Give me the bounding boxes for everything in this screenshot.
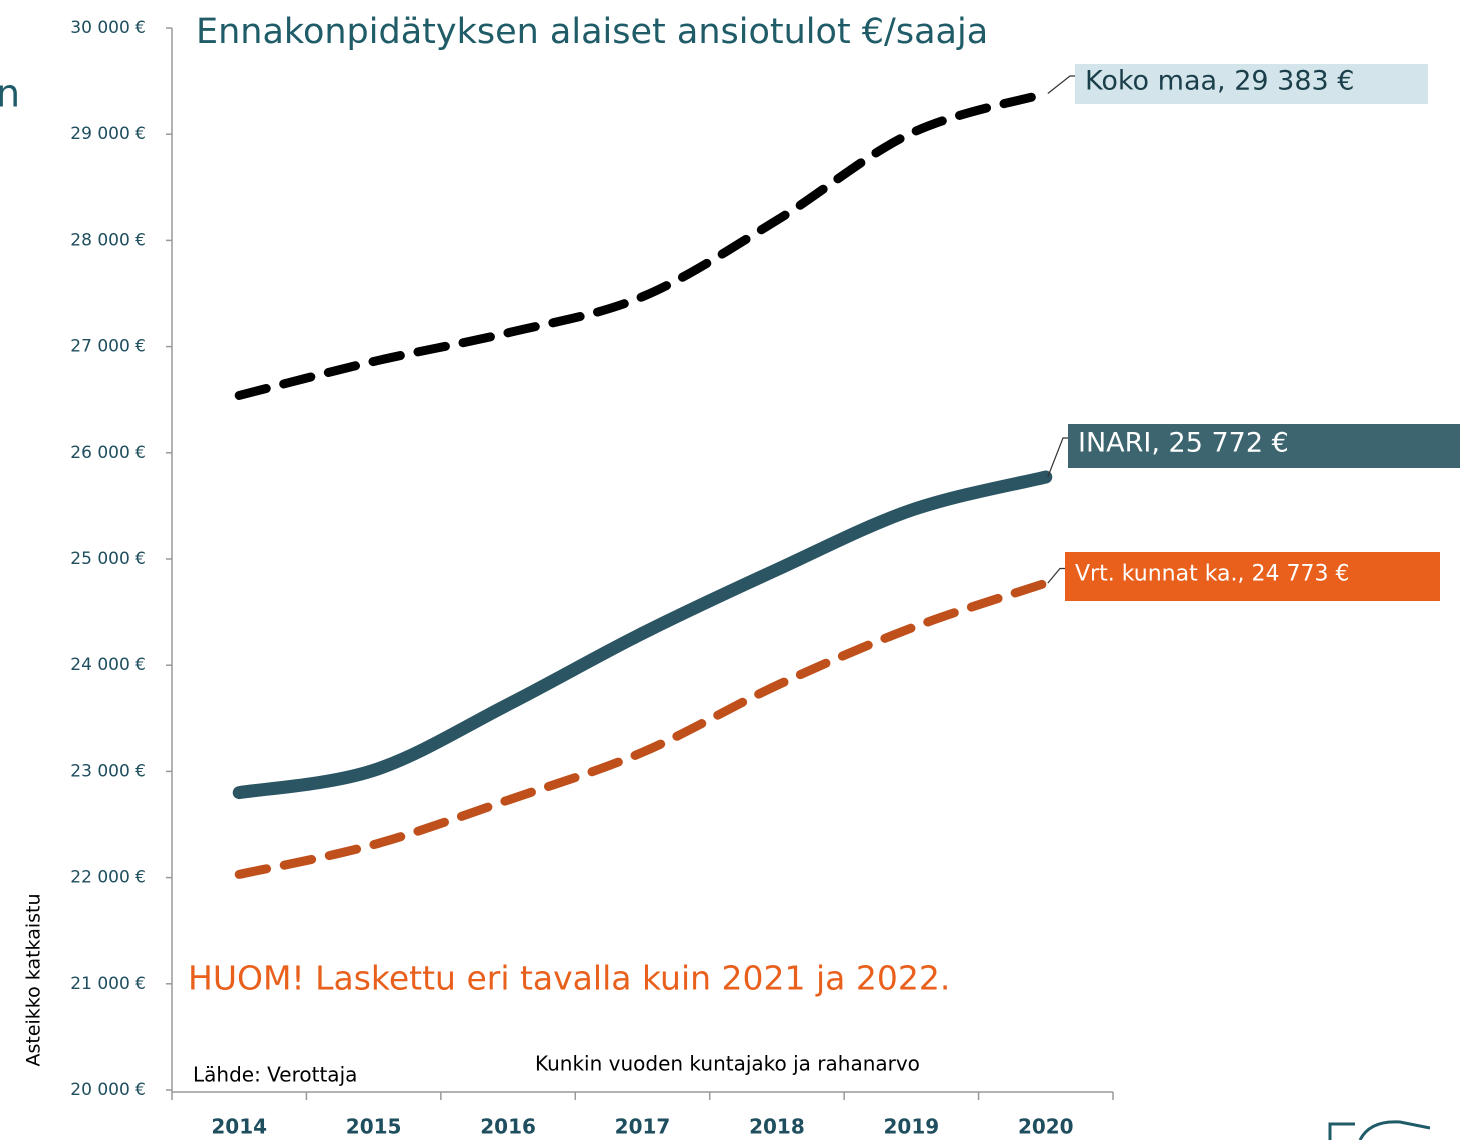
chart-title: Ennakonpidätyksen alaiset ansiotulot €/s… [196,12,988,52]
y-tick-label: 22 000 € [70,868,146,888]
x-tick-label: 2018 [749,1115,805,1139]
y-tick-label: 21 000 € [70,974,146,994]
value-label: INARI, 25 772 € [1078,428,1289,459]
value-label: Koko maa, 29 383 € [1085,66,1354,97]
y-tick-label: 26 000 € [70,443,146,463]
value-label-box [1075,64,1428,104]
note: HUOM! Laskettu eri tavalla kuin 2021 ja … [188,959,950,998]
y-tick-label: 20 000 € [70,1080,146,1100]
y-tick-label: 24 000 € [70,655,146,675]
source: Lähde: Verottaja [193,1063,357,1087]
y-tick-label: 23 000 € [70,761,146,781]
x-tick-label: 2015 [346,1115,402,1139]
axis-note: Asteikko katkaistu [23,893,45,1066]
leader-line [1047,567,1065,584]
value-label-box [1065,552,1440,601]
series-line [232,470,1053,800]
logo [1328,1120,1431,1140]
x-tick-label: 2014 [211,1115,267,1139]
cut-text: n [0,72,20,116]
value-label: Vrt. kunnat ka., 24 773 € [1075,562,1349,587]
x-tick-label: 2016 [480,1115,536,1139]
leader-line [1047,75,1075,94]
leader-line [1047,437,1068,478]
series-line [234,578,1051,879]
x-tick-label: 2017 [615,1115,671,1139]
series-line [234,89,1051,400]
y-tick-label: 25 000 € [70,549,146,569]
y-tick-label: 28 000 € [70,230,146,250]
y-tick-label: 30 000 € [70,18,146,38]
value-label-box [1068,424,1460,468]
y-tick-label: 29 000 € [70,124,146,144]
subnote: Kunkin vuoden kuntajako ja rahanarvo [535,1052,920,1076]
x-tick-label: 2019 [884,1115,940,1139]
x-tick-label: 2020 [1018,1115,1074,1139]
y-tick-label: 27 000 € [70,337,146,357]
